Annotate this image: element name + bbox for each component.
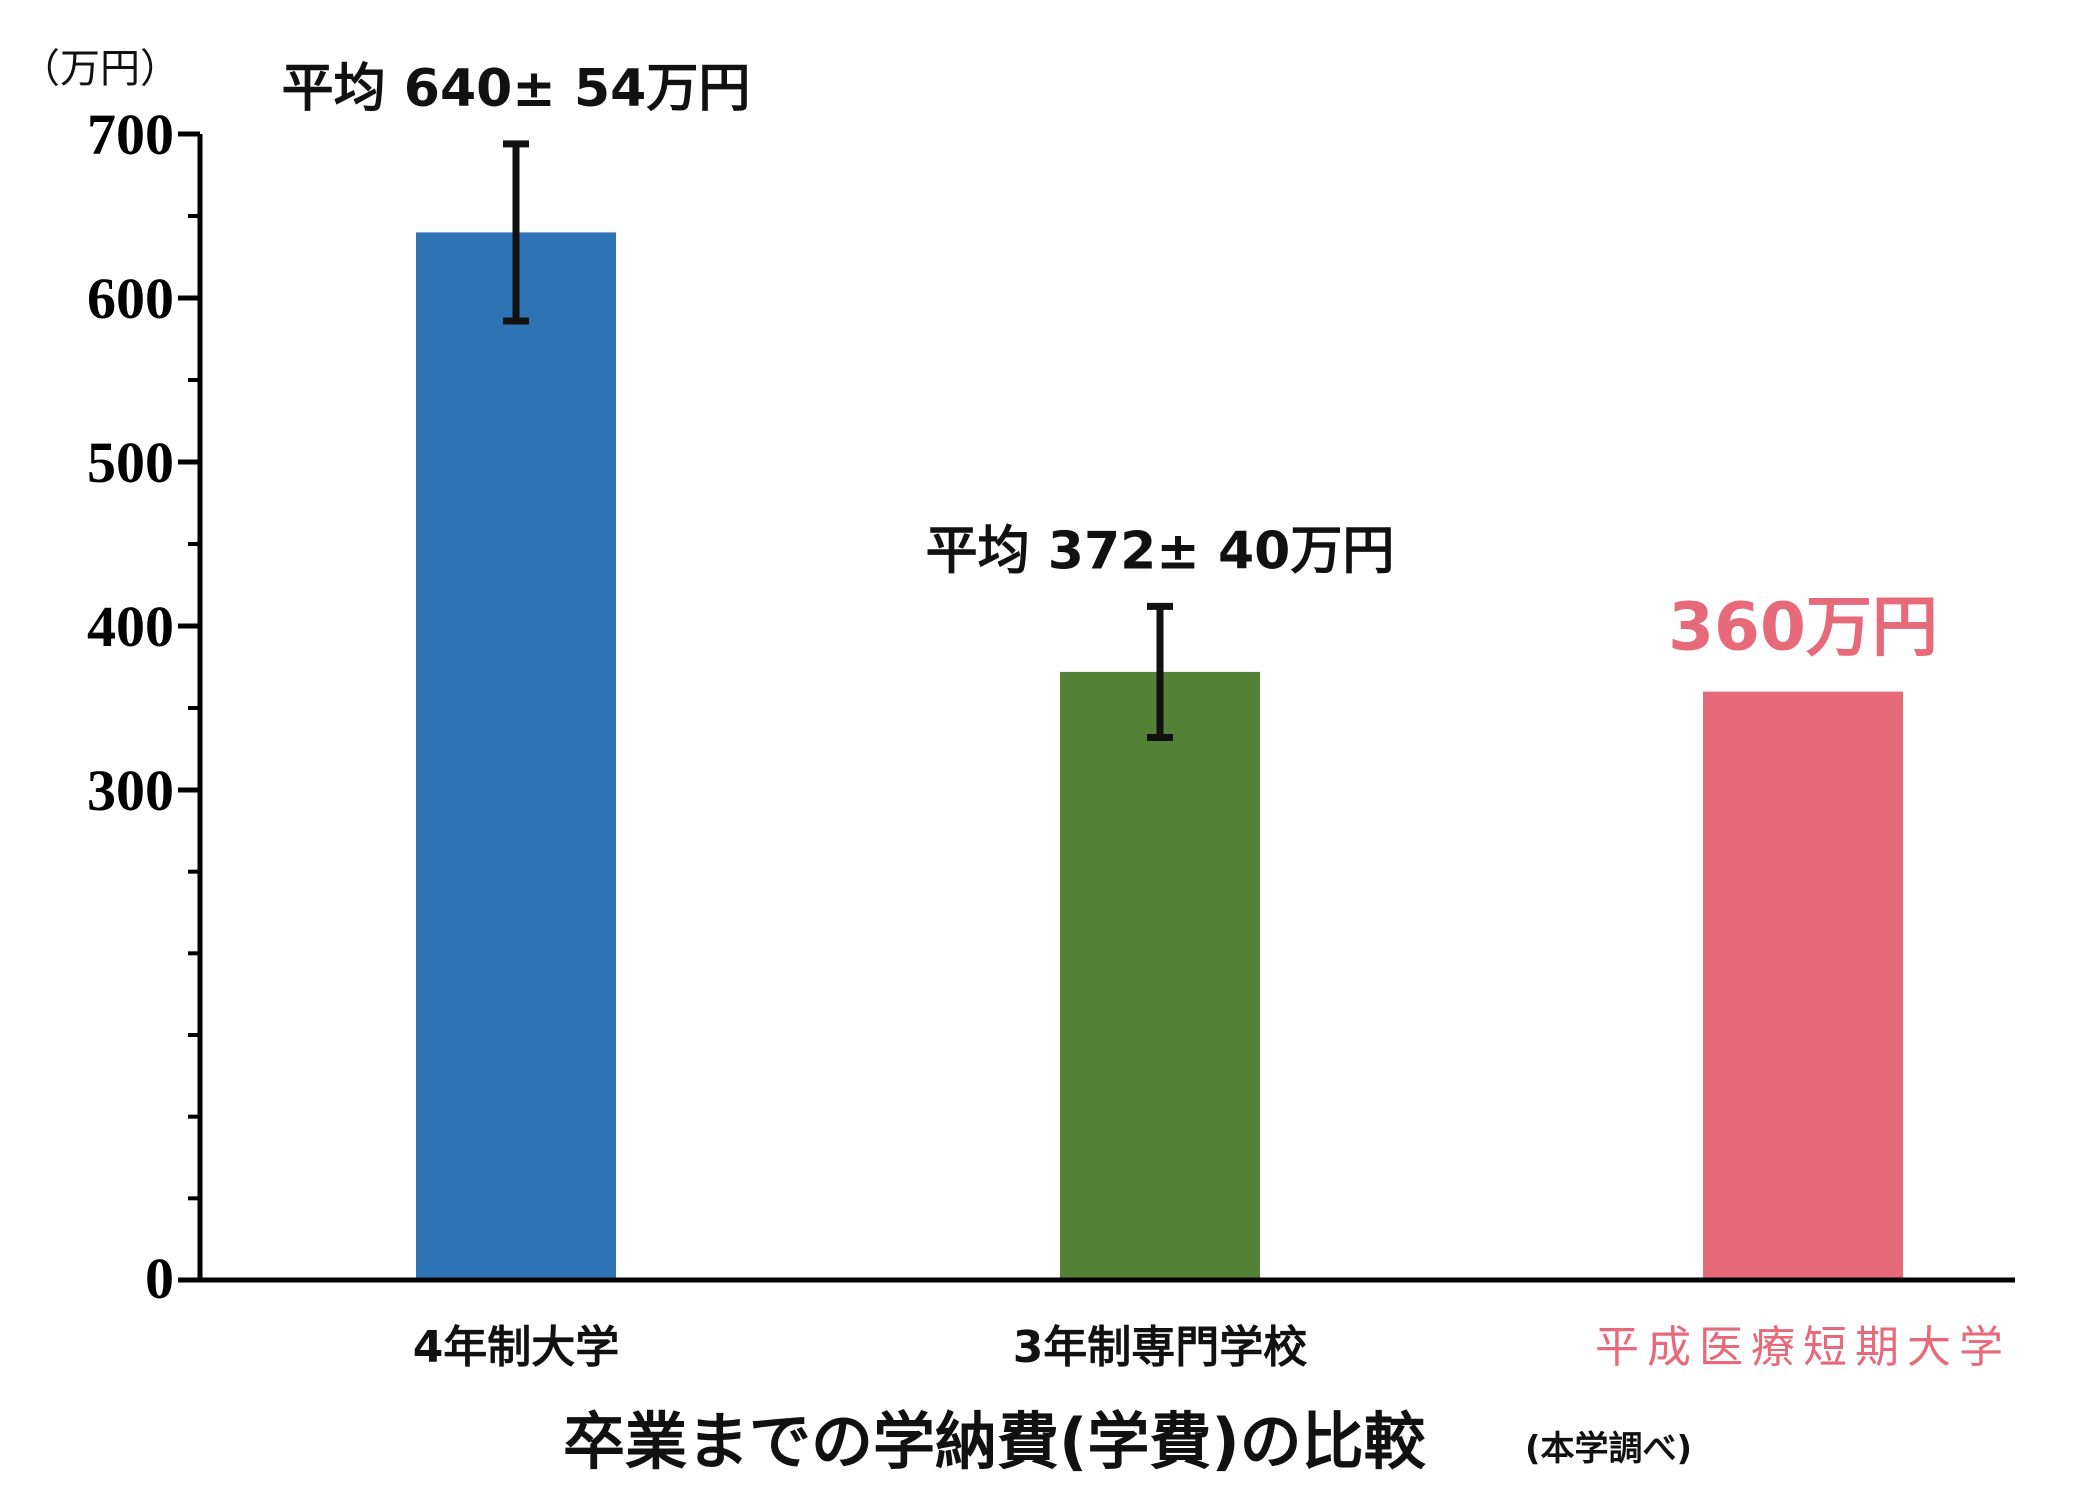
y-axis-ticks: 0 300 400 500 600 700 bbox=[87, 102, 200, 1311]
bar-3 bbox=[1703, 691, 1903, 1280]
y-tick-label: 0 bbox=[145, 1246, 174, 1311]
x-axis-categories: 4年制大学 3年制専門学校 平成医療短期大学 bbox=[413, 1322, 2011, 1373]
x-category-label: 平成医療短期大学 bbox=[1595, 1322, 2011, 1373]
bar-1-annotation: 平均 640± 54万円 bbox=[282, 59, 751, 119]
bars-group bbox=[416, 232, 1903, 1280]
error-bars-group bbox=[503, 140, 1173, 742]
y-tick-label: 500 bbox=[87, 430, 174, 495]
y-unit-label: （万円） bbox=[20, 46, 180, 92]
bar-2 bbox=[1060, 671, 1260, 1280]
y-tick-label: 600 bbox=[87, 266, 174, 331]
x-category-label: 4年制大学 bbox=[413, 1322, 620, 1373]
bar-3-annotation: 360万円 bbox=[1668, 589, 1938, 666]
error-bar-1 bbox=[503, 140, 529, 325]
chart-title: 卒業までの学納費(学費)の比較 bbox=[563, 1405, 1427, 1478]
x-category-label: 3年制専門学校 bbox=[1013, 1322, 1308, 1373]
bar-2-annotation: 平均 372± 40万円 bbox=[926, 521, 1395, 581]
error-bar-2 bbox=[1147, 602, 1173, 742]
y-tick-label: 300 bbox=[87, 758, 174, 823]
y-tick-label: 700 bbox=[87, 102, 174, 167]
chart-source-note: (本学調べ) bbox=[1525, 1429, 1692, 1469]
bar-1 bbox=[416, 232, 616, 1280]
y-tick-label: 400 bbox=[87, 594, 174, 659]
